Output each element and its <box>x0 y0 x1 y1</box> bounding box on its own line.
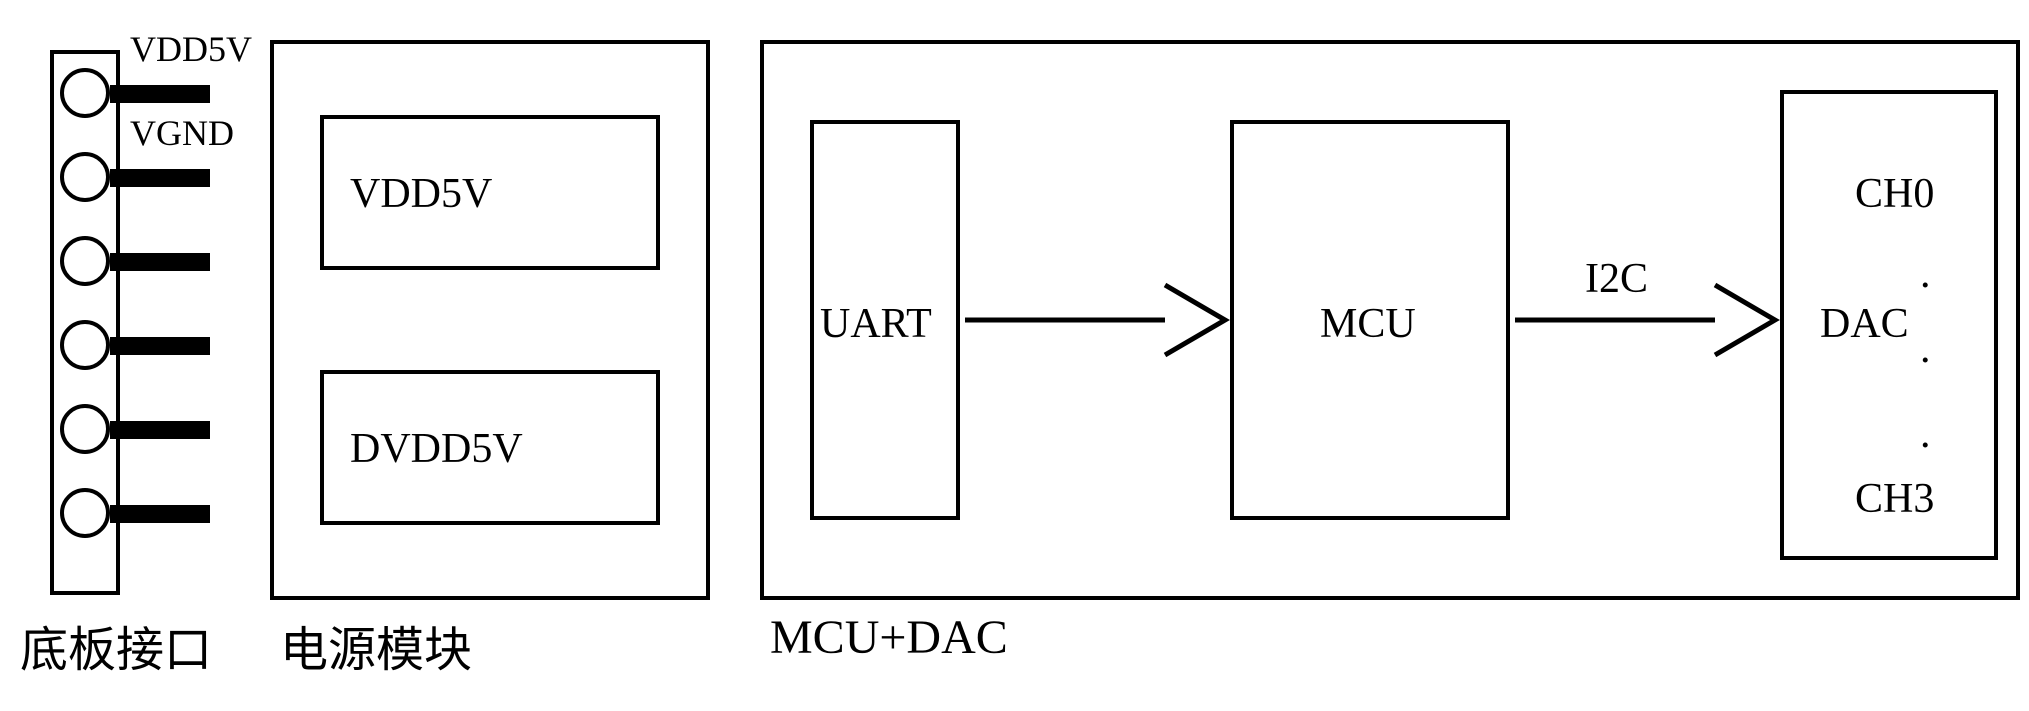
connector-section-label: 底板接口 <box>20 610 212 680</box>
connector-pin-6-bar <box>110 505 210 523</box>
arrow-uart-to-mcu <box>965 280 1230 360</box>
connector-pin-2-label: VGND <box>130 112 234 154</box>
dac-dot-3: . <box>1920 410 1931 458</box>
connector-pin-2-bar <box>110 169 210 187</box>
i2c-label: I2C <box>1585 255 1648 303</box>
mcu-dac-section-label: MCU+DAC <box>770 610 1008 665</box>
block-diagram: VDD5V VGND 底板接口 VDD5V DVDD5V 电源模块 UART M… <box>20 20 2029 691</box>
power-module-dvdd5v-label: DVDD5V <box>350 425 523 473</box>
connector-pin-1 <box>60 68 110 118</box>
connector-pin-3 <box>60 236 110 286</box>
connector-pin-1-label: VDD5V <box>130 28 252 70</box>
dac-label: DAC <box>1820 300 1909 348</box>
connector-pin-3-bar <box>110 253 210 271</box>
connector-pin-4 <box>60 320 110 370</box>
connector-pin-5 <box>60 404 110 454</box>
uart-label: UART <box>820 300 932 348</box>
connector-pin-2 <box>60 152 110 202</box>
connector-pin-4-bar <box>110 337 210 355</box>
mcu-label: MCU <box>1320 300 1416 348</box>
connector-pin-6 <box>60 488 110 538</box>
dac-ch3-label: CH3 <box>1855 475 1934 523</box>
power-module-section-label: 电源模块 <box>280 610 472 680</box>
connector-pin-5-bar <box>110 421 210 439</box>
dac-dot-1: . <box>1920 250 1931 298</box>
connector-pin-1-bar <box>110 85 210 103</box>
dac-ch0-label: CH0 <box>1855 170 1934 218</box>
dac-dot-2: . <box>1920 325 1931 373</box>
power-module-vdd5v-label: VDD5V <box>350 170 492 218</box>
